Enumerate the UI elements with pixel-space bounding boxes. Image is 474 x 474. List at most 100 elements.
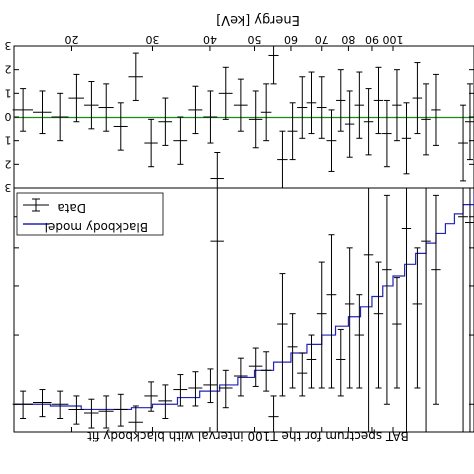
- x-tick-label: 70: [315, 33, 329, 46]
- residual-point: [431, 73, 441, 146]
- data-point: [465, 187, 474, 433]
- residual-point: [287, 102, 298, 161]
- data-point: [113, 393, 128, 427]
- residual-point: [412, 62, 423, 135]
- data-point: [297, 352, 308, 397]
- data-point: [158, 384, 173, 419]
- y-tick-label: 2: [5, 63, 12, 76]
- legend-label-data: Data: [57, 201, 86, 215]
- data-point: [431, 194, 441, 405]
- data-point: [287, 313, 298, 389]
- data-point: [326, 234, 337, 389]
- residual-point: [392, 69, 402, 142]
- x-tick-label: 90: [365, 33, 379, 46]
- legend: Data Blackbody model: [16, 192, 164, 236]
- residual-point: [128, 52, 143, 101]
- data-point: [354, 294, 365, 389]
- y-tick-label: 3: [5, 181, 12, 194]
- y-tick-label: 2: [5, 157, 12, 170]
- top-axis-label: Energy [keV]: [216, 12, 300, 27]
- data-point: [33, 389, 52, 418]
- data-point: [392, 277, 402, 389]
- data-point: [458, 187, 468, 433]
- data-point: [277, 273, 288, 397]
- top-tick-labels: 20 30 40 50 60 70 80 90 100: [64, 33, 403, 46]
- data-point: [373, 261, 384, 389]
- residual-point: [84, 81, 99, 130]
- data-point: [268, 395, 279, 433]
- data-point: [51, 390, 69, 419]
- residual-point: [260, 83, 272, 142]
- residual-point: [233, 78, 248, 132]
- x-tick-label: 20: [64, 33, 78, 46]
- residual-point: [158, 97, 173, 146]
- data-point: [210, 187, 224, 433]
- data-point: [401, 187, 412, 433]
- data-point: [260, 351, 272, 392]
- data-point: [203, 368, 218, 404]
- x-tick-label: 100: [382, 33, 403, 46]
- spectrum-data-points: [12, 187, 474, 433]
- blackbody-model-line: [14, 192, 474, 411]
- data-point: [233, 357, 248, 397]
- residual-point: [51, 92, 69, 142]
- residual-point: [344, 90, 355, 158]
- spectrum-panel-frame: [13, 187, 474, 433]
- legend-data-marker: [23, 198, 49, 212]
- residual-point: [12, 88, 34, 132]
- y-tick-label: 3: [5, 39, 12, 52]
- residual-point: [373, 66, 384, 135]
- y-tick-label: 0: [5, 110, 12, 123]
- residual-point: [98, 83, 114, 132]
- data-point: [84, 398, 99, 429]
- legend-label-model: Blackbody model: [45, 220, 148, 234]
- residual-point: [33, 90, 52, 135]
- residual-point: [297, 76, 308, 139]
- data-point: [306, 334, 317, 389]
- residual-point: [458, 104, 468, 182]
- residual-point: [382, 99, 392, 168]
- data-point: [421, 187, 431, 433]
- residual-points: [12, 45, 474, 189]
- data-point: [248, 347, 263, 387]
- data-point: [173, 374, 188, 407]
- residual-point: [173, 116, 188, 165]
- residual-point: [268, 45, 279, 85]
- x-tick-label: 40: [203, 33, 217, 46]
- data-point: [363, 187, 374, 433]
- x-tick-label: 50: [248, 33, 262, 46]
- data-point: [98, 395, 114, 429]
- residual-y-tick-labels: 3 2 1 0 1 2 3: [5, 39, 12, 194]
- residual-point: [113, 102, 128, 151]
- residual-point: [144, 118, 158, 168]
- y-tick-label: 1: [5, 134, 12, 147]
- residual-point: [68, 73, 85, 123]
- data-point: [12, 390, 34, 419]
- residual-point: [203, 90, 218, 144]
- data-point: [344, 247, 355, 389]
- residual-point: [401, 102, 412, 175]
- data-point: [316, 261, 327, 389]
- data-point: [144, 381, 158, 412]
- data-point: [68, 395, 85, 425]
- x-tick-label: 80: [341, 33, 355, 46]
- data-point: [412, 247, 423, 389]
- residual-point: [248, 90, 263, 149]
- residual-point: [465, 83, 474, 161]
- residual-point: [421, 83, 431, 156]
- data-point: [382, 194, 392, 405]
- residual-point: [316, 76, 327, 139]
- data-point: [188, 371, 203, 407]
- legend-box: [16, 192, 164, 236]
- residual-point: [354, 71, 365, 139]
- residual-point: [188, 85, 203, 135]
- y-tick-label: 1: [5, 86, 12, 99]
- data-point: [218, 369, 233, 409]
- spectrum-axis-ticks: [14, 216, 474, 432]
- residual-point: [210, 152, 224, 189]
- residual-point: [218, 66, 233, 120]
- x-tick-label: 30: [145, 33, 159, 46]
- residual-point: [326, 109, 337, 172]
- residual-point: [336, 69, 346, 132]
